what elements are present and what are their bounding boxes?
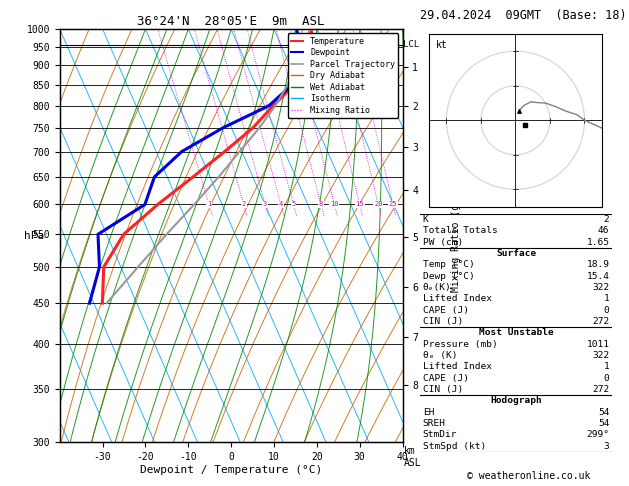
Text: 3: 3 [604,442,610,451]
Text: hPa: hPa [24,231,44,241]
Title: 36°24'N  28°05'E  9m  ASL: 36°24'N 28°05'E 9m ASL [137,15,325,28]
Text: 29.04.2024  09GMT  (Base: 18): 29.04.2024 09GMT (Base: 18) [420,9,626,22]
Text: EH: EH [423,408,434,417]
Text: 1.65: 1.65 [586,238,610,247]
Text: 8: 8 [319,201,323,208]
Text: kt: kt [436,40,448,50]
Text: LCL: LCL [403,40,420,50]
Text: CAPE (J): CAPE (J) [423,374,469,383]
Text: Hodograph: Hodograph [490,397,542,405]
Text: SREH: SREH [423,419,446,428]
Text: 10: 10 [330,201,338,208]
Text: 4: 4 [279,201,283,208]
Text: Lifted Index: Lifted Index [423,295,492,303]
Text: Lifted Index: Lifted Index [423,363,492,371]
Text: 3: 3 [263,201,267,208]
Text: © weatheronline.co.uk: © weatheronline.co.uk [467,471,590,481]
Text: Dewp (°C): Dewp (°C) [423,272,474,281]
Text: PW (cm): PW (cm) [423,238,463,247]
Text: 25: 25 [389,201,397,208]
Text: 2: 2 [604,215,610,224]
Text: 54: 54 [598,408,610,417]
Text: 1: 1 [604,363,610,371]
Text: Totals Totals: Totals Totals [423,226,498,235]
Legend: Temperature, Dewpoint, Parcel Trajectory, Dry Adiabat, Wet Adiabat, Isotherm, Mi: Temperature, Dewpoint, Parcel Trajectory… [287,34,398,118]
Text: StmDir: StmDir [423,431,457,439]
Text: CIN (J): CIN (J) [423,385,463,394]
Text: θₑ(K): θₑ(K) [423,283,452,292]
Text: Surface: Surface [496,249,536,258]
Text: 1: 1 [604,295,610,303]
Text: CIN (J): CIN (J) [423,317,463,326]
X-axis label: Dewpoint / Temperature (°C): Dewpoint / Temperature (°C) [140,465,322,475]
Text: 46: 46 [598,226,610,235]
Text: 322: 322 [593,283,610,292]
Text: 0: 0 [604,306,610,315]
Text: 54: 54 [598,419,610,428]
Text: 15: 15 [355,201,364,208]
Text: 1: 1 [207,201,211,208]
Text: θₑ (K): θₑ (K) [423,351,457,360]
Text: Pressure (mb): Pressure (mb) [423,340,498,349]
Text: 272: 272 [593,385,610,394]
Text: km
ASL: km ASL [404,446,422,468]
Text: StmSpd (kt): StmSpd (kt) [423,442,486,451]
Text: 1011: 1011 [586,340,610,349]
Y-axis label: Mixing Ratio (g/kg): Mixing Ratio (g/kg) [450,180,460,292]
Text: 0: 0 [604,374,610,383]
Text: 5: 5 [291,201,296,208]
Text: Temp (°C): Temp (°C) [423,260,474,269]
Text: 272: 272 [593,317,610,326]
Text: K: K [423,215,428,224]
Text: 20: 20 [374,201,382,208]
Text: 18.9: 18.9 [586,260,610,269]
Text: 322: 322 [593,351,610,360]
Text: 15.4: 15.4 [586,272,610,281]
Text: 2: 2 [242,201,246,208]
Text: 299°: 299° [586,431,610,439]
Text: CAPE (J): CAPE (J) [423,306,469,315]
Text: Most Unstable: Most Unstable [479,329,554,337]
